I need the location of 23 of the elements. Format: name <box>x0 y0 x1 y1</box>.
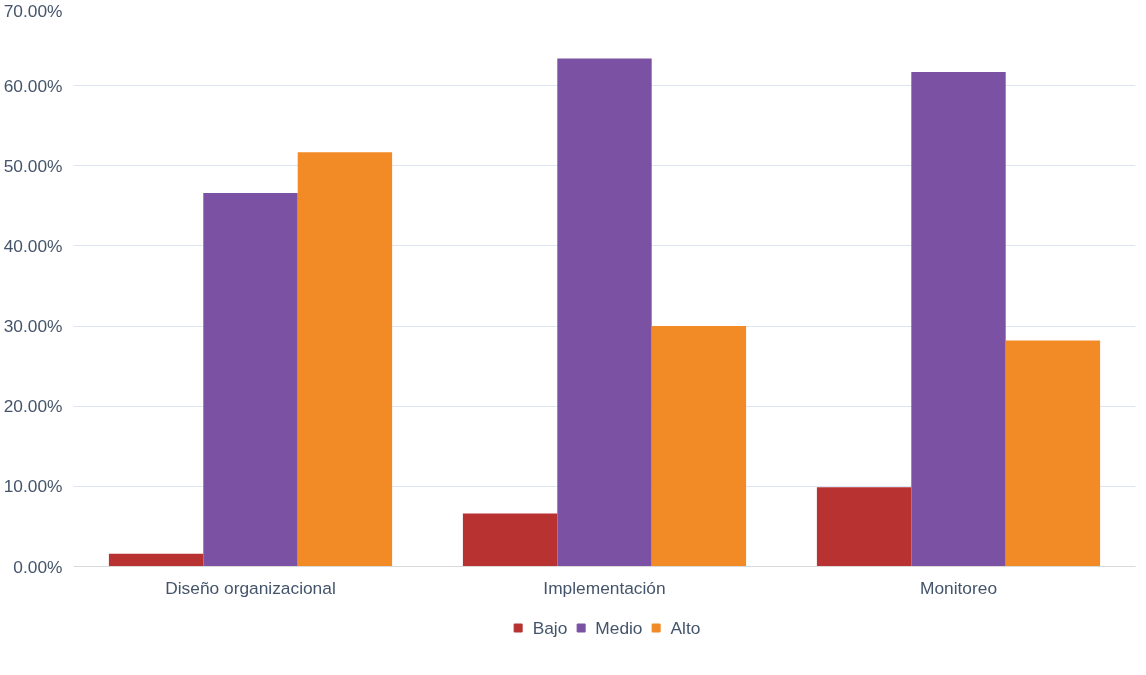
x-tick-label: Monitoreo <box>919 577 998 598</box>
x-tick-label: Diseño organizacional <box>165 577 336 598</box>
y-tick-label: 20.00% <box>3 396 63 417</box>
y-tick-label: 70.00% <box>3 0 63 21</box>
x-tick-label: Implementación <box>543 577 666 598</box>
y-tick-label: 50.00% <box>3 155 63 176</box>
y-tick-label: 30.00% <box>3 316 63 337</box>
bar <box>816 487 912 567</box>
y-tick-label: 0.00% <box>13 556 63 577</box>
legend-label: Medio <box>595 617 643 638</box>
y-tick-label: 40.00% <box>3 235 63 256</box>
bar <box>1005 340 1101 567</box>
bar <box>297 152 393 567</box>
bar <box>651 326 747 567</box>
bar <box>557 58 652 567</box>
y-tick-label: 60.00% <box>3 75 63 96</box>
bar <box>203 193 298 567</box>
bar <box>911 72 1006 567</box>
legend-label: Alto <box>670 617 701 638</box>
bar <box>108 553 204 567</box>
y-tick-label: 10.00% <box>3 476 63 497</box>
legend-label: Bajo <box>532 617 568 638</box>
bar <box>462 513 558 567</box>
